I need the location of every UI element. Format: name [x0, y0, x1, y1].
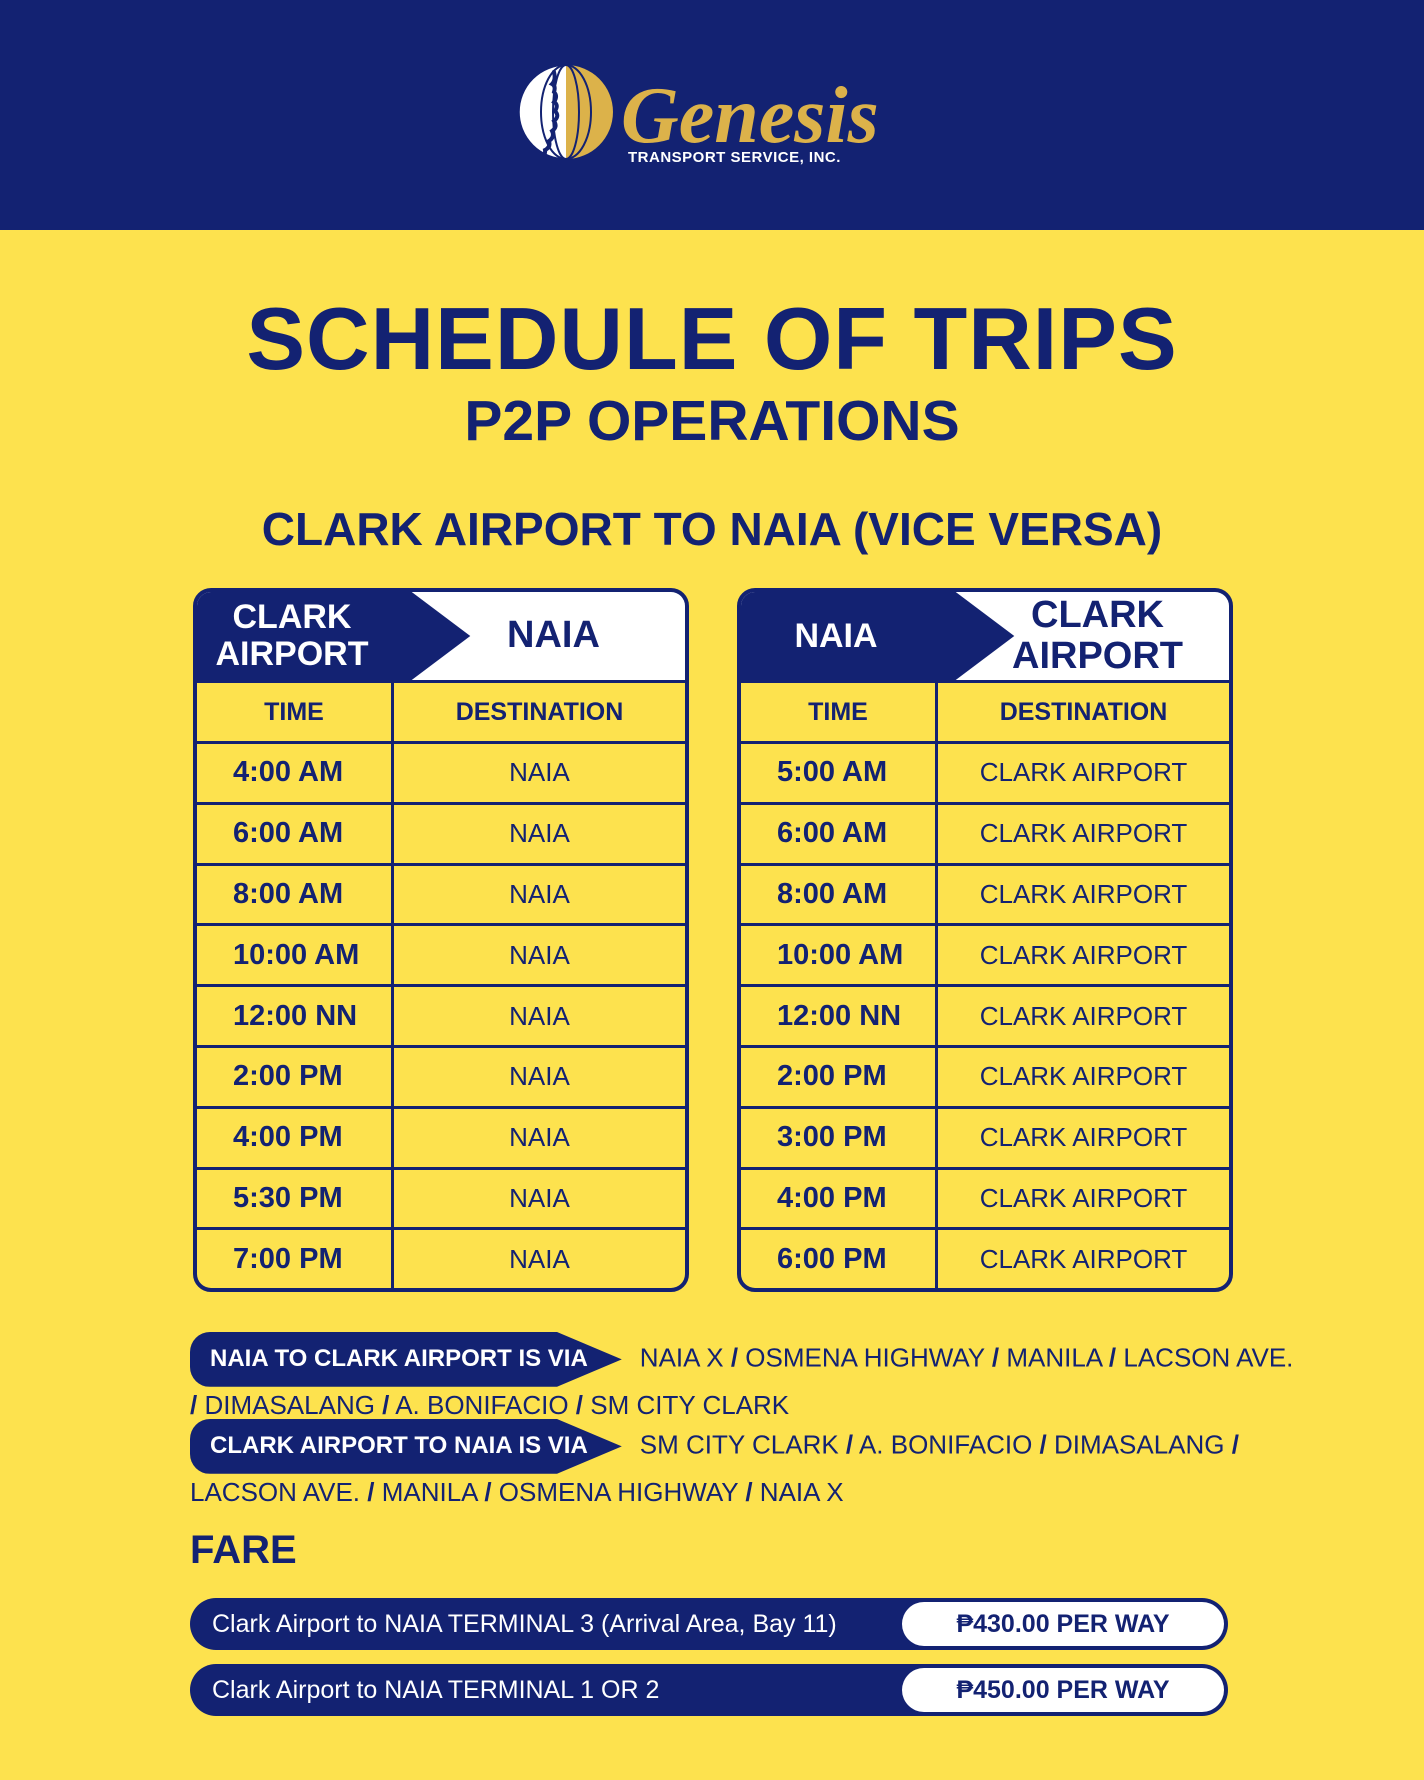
- svg-text:TRANSPORT SERVICE, INC.: TRANSPORT SERVICE, INC.: [628, 149, 841, 166]
- svg-text:Genesis: Genesis: [621, 72, 879, 160]
